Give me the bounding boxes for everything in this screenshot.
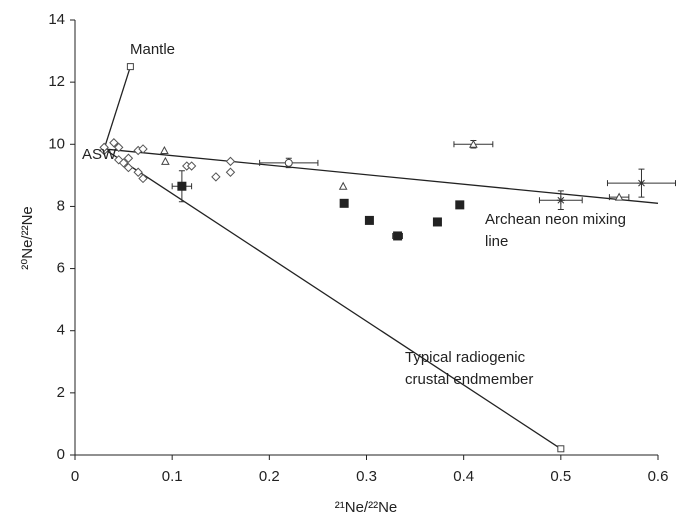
x-tick-label: 0.2 [259, 468, 280, 485]
point [339, 198, 349, 208]
x-tick-label: 0.4 [453, 468, 474, 485]
annotation: line [485, 233, 508, 250]
y-tick-label: 8 [57, 197, 65, 214]
y-tick-label: 2 [57, 384, 65, 401]
point [469, 139, 478, 148]
point [556, 196, 565, 205]
point [614, 192, 624, 201]
y-tick-label: 10 [48, 135, 65, 152]
mixing-line [103, 148, 562, 450]
x-tick-label: 0.3 [356, 468, 377, 485]
y-tick-label: 0 [57, 446, 65, 463]
x-axis-label: ²¹Ne/²²Ne [335, 499, 398, 516]
point [133, 167, 143, 177]
point [455, 200, 465, 210]
y-tick-label: 14 [48, 11, 65, 28]
annotation: Typical radiogenic [405, 349, 526, 366]
y-tick-label: 4 [57, 322, 65, 339]
annotation: Mantle [130, 41, 175, 58]
point [138, 144, 148, 154]
point [161, 156, 170, 165]
y-tick-label: 12 [48, 73, 65, 90]
annotation: Archean neon mixing [485, 211, 626, 228]
mixing-line [103, 66, 132, 150]
point [177, 181, 187, 191]
x-tick-label: 0.5 [550, 468, 571, 485]
point [284, 158, 293, 167]
point [393, 231, 403, 241]
point [109, 138, 119, 148]
point [126, 63, 134, 71]
y-axis-label: ²⁰Ne/²²Ne [19, 206, 36, 270]
point [364, 215, 374, 225]
x-tick-label: 0 [71, 468, 79, 485]
annotation: ASW [82, 146, 117, 163]
x-tick-label: 0.6 [648, 468, 669, 485]
point [211, 172, 221, 182]
point [225, 156, 236, 167]
point [114, 142, 124, 153]
mixing-line [104, 148, 659, 204]
annotation: crustal endmember [405, 371, 533, 388]
point [338, 181, 348, 190]
point [138, 173, 148, 184]
point [123, 153, 134, 163]
point [557, 445, 565, 453]
point [225, 167, 236, 177]
y-tick-label: 6 [57, 260, 65, 277]
x-tick-label: 0.1 [162, 468, 183, 485]
point [99, 142, 109, 153]
point [432, 217, 442, 227]
point [123, 162, 134, 173]
point [160, 145, 169, 154]
point [118, 158, 129, 168]
point [186, 161, 197, 171]
point [637, 179, 646, 188]
